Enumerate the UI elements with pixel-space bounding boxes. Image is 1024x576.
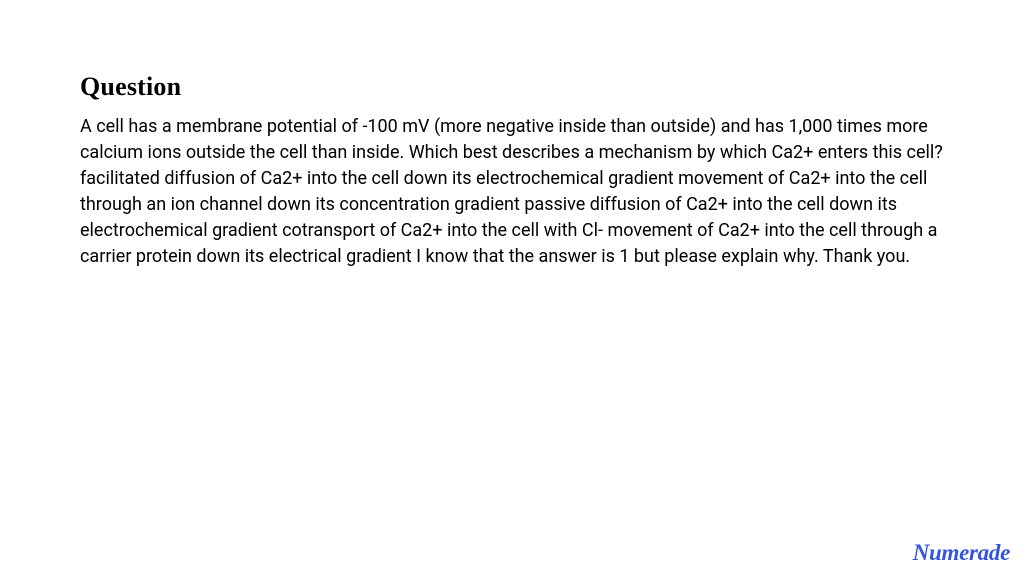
question-body: A cell has a membrane potential of -100 … <box>80 114 944 271</box>
question-heading: Question <box>80 72 944 102</box>
content-container: Question A cell has a membrane potential… <box>0 0 1024 271</box>
numerade-logo: Numerade <box>913 540 1010 566</box>
